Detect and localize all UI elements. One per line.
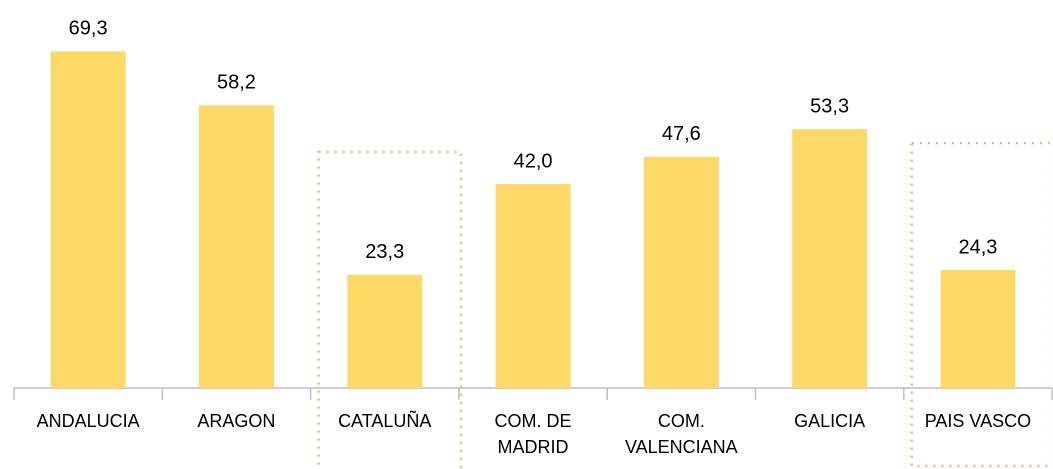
x-tick-label: CATALUÑA — [338, 411, 432, 431]
bar — [198, 105, 274, 389]
x-tick-label: PAIS VASCO — [924, 411, 1032, 431]
highlight-box — [910, 141, 1053, 468]
x-tick-label: GALICIA — [794, 411, 866, 431]
data-label: 23,3 — [365, 241, 404, 263]
x-tick-label: ANDALUCIA — [36, 411, 140, 431]
bar — [792, 129, 868, 388]
bar — [347, 274, 423, 388]
x-tick-label: COM. VALENCIANA — [624, 411, 738, 457]
bar — [50, 51, 126, 389]
x-tick-label: COM. DE MADRID — [494, 411, 572, 457]
data-label: 24,3 — [958, 236, 997, 258]
bar — [495, 184, 571, 388]
data-label: 47,6 — [662, 123, 701, 145]
data-label: 42,0 — [514, 150, 553, 172]
bar — [643, 156, 719, 388]
data-label: 53,3 — [810, 95, 849, 117]
x-tick-label: ARAGON — [197, 411, 276, 431]
data-label: 69,3 — [69, 18, 108, 40]
data-label: 58,2 — [217, 72, 256, 94]
bar — [940, 269, 1016, 388]
